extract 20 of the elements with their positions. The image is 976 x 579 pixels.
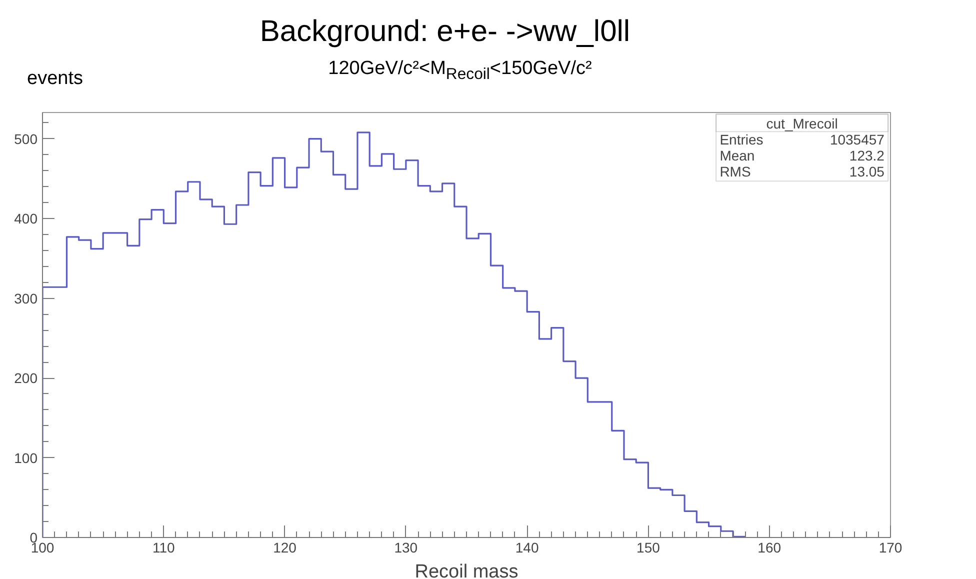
y-tick-label: 500 bbox=[14, 130, 38, 147]
y-tick-label: 100 bbox=[14, 450, 38, 466]
x-tick-label: 140 bbox=[515, 540, 539, 556]
chart-subtitle: 120GeV/c²<M$_{Recoil}$<150GeV/c² bbox=[328, 58, 592, 83]
chart-title: Background: e+e- ->ww_l0ll bbox=[258, 14, 632, 50]
y-tick-label: 200 bbox=[14, 370, 38, 386]
x-tick-label: 110 bbox=[152, 540, 176, 556]
text: Mean 123.2 bbox=[720, 148, 884, 164]
annotation: cut_Mrecoil bbox=[766, 116, 838, 132]
text: Entries 1035457 bbox=[720, 132, 884, 148]
y-tick-label: 300 bbox=[14, 290, 38, 306]
x-tick-label: 170 bbox=[878, 540, 902, 556]
x-axis-title: Recoil mass bbox=[414, 562, 518, 579]
text: RMS 13.05 bbox=[720, 164, 884, 180]
y-axis-title: events bbox=[27, 67, 83, 91]
x-tick-label: 130 bbox=[394, 540, 418, 556]
y-tick-label: 400 bbox=[14, 210, 38, 227]
x-tick-label: 120 bbox=[273, 540, 297, 556]
x-tick-label: 150 bbox=[636, 540, 660, 556]
x-tick-label: 160 bbox=[758, 540, 782, 556]
